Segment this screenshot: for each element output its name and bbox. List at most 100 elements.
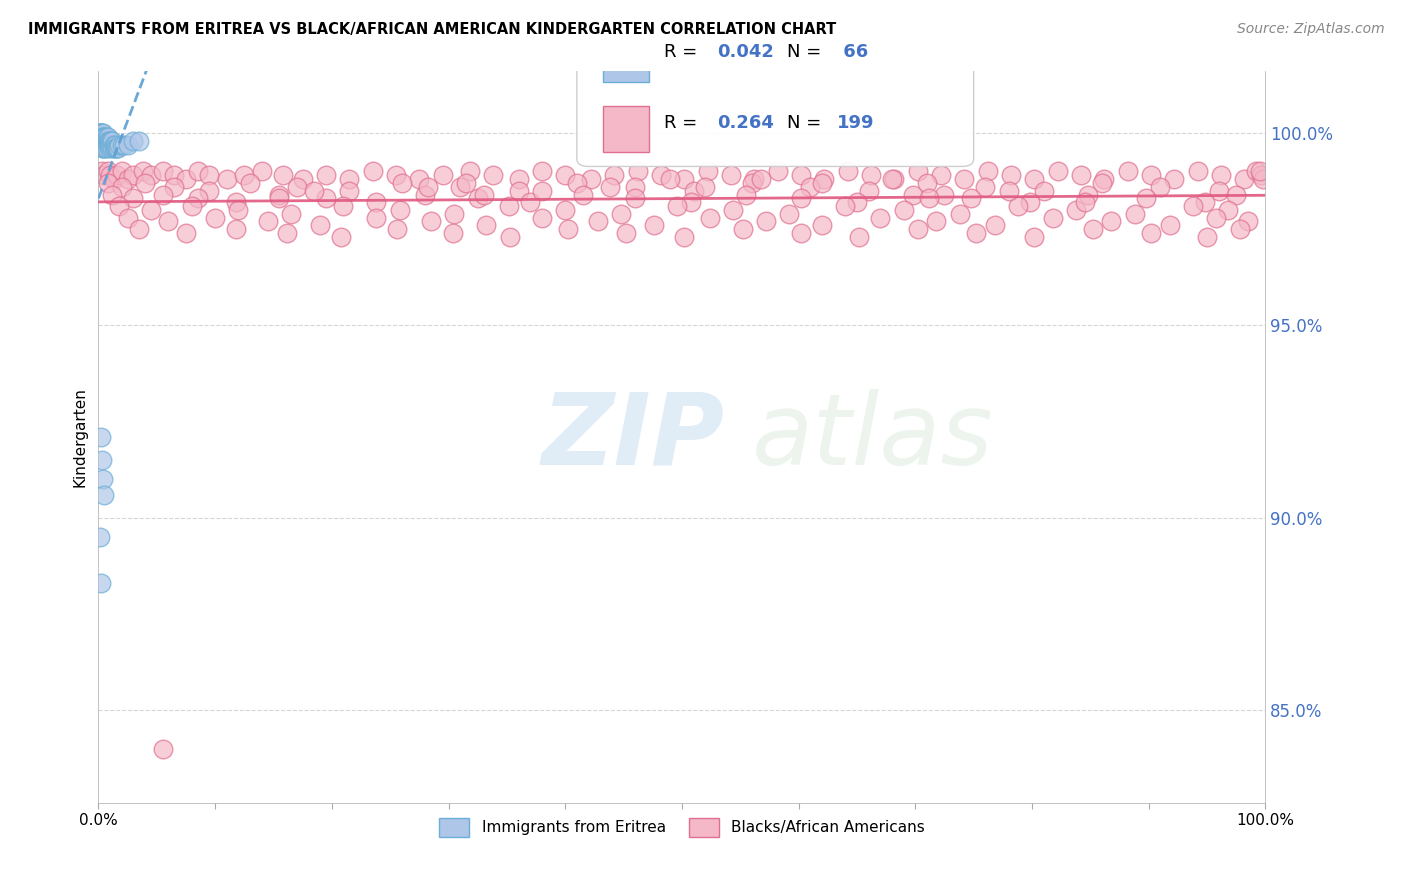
Point [309, 219, 332, 233]
Point [93, 141, 115, 155]
Point [766, 164, 789, 178]
Point [1205, 211, 1227, 225]
Text: 199: 199 [837, 113, 875, 131]
Point [128, 134, 150, 148]
Point [128, 222, 150, 236]
Point [276, 226, 298, 240]
Point [174, 226, 197, 240]
Point [1123, 207, 1146, 221]
Point [799, 179, 821, 194]
Point [1116, 164, 1139, 178]
Y-axis label: Kindergarten: Kindergarten [72, 387, 87, 487]
Point [89, 126, 111, 140]
Point [530, 184, 553, 198]
Text: 0.042: 0.042 [717, 44, 773, 62]
Point [420, 214, 443, 228]
Point [614, 226, 637, 240]
Point [778, 207, 800, 221]
Point [152, 187, 174, 202]
Point [1251, 172, 1274, 186]
Point [1018, 195, 1040, 210]
Point [90, 134, 112, 148]
Point [626, 164, 648, 178]
Point [90, 137, 112, 152]
Point [790, 169, 813, 183]
Point [557, 222, 579, 236]
Point [603, 169, 626, 183]
Point [271, 169, 294, 183]
Point [101, 134, 124, 148]
Point [97, 134, 120, 148]
Point [586, 214, 609, 228]
Point [699, 211, 721, 225]
Point [682, 184, 704, 198]
Point [111, 137, 134, 152]
Point [101, 141, 124, 155]
Point [108, 137, 131, 152]
Point [285, 179, 308, 194]
Point [122, 169, 145, 183]
Point [117, 172, 139, 186]
Point [385, 169, 408, 183]
Point [104, 141, 127, 155]
Point [94, 129, 117, 144]
Point [108, 199, 131, 213]
Point [965, 226, 987, 240]
Point [449, 179, 471, 194]
Point [93, 169, 115, 183]
Point [416, 179, 439, 194]
Point [1209, 169, 1232, 183]
Point [1249, 164, 1271, 178]
Point [1225, 187, 1247, 202]
Point [1070, 169, 1092, 183]
Point [1092, 172, 1115, 186]
Point [122, 134, 145, 148]
Point [96, 141, 118, 155]
Point [696, 164, 718, 178]
Bar [603, 36, 650, 81]
Point [198, 184, 221, 198]
Point [187, 191, 209, 205]
Point [330, 230, 353, 244]
Point [997, 184, 1019, 198]
Point [107, 141, 129, 155]
Point [1024, 230, 1046, 244]
Point [90, 164, 112, 178]
Point [117, 211, 139, 225]
Point [467, 191, 489, 205]
Point [1163, 172, 1185, 186]
Point [723, 202, 745, 217]
Point [848, 230, 870, 244]
Point [280, 207, 302, 221]
Point [475, 219, 498, 233]
Point [643, 219, 665, 233]
Point [93, 134, 115, 148]
Point [915, 176, 938, 190]
Point [91, 137, 114, 152]
Point [91, 141, 114, 155]
Point [152, 742, 174, 756]
Point [112, 137, 135, 152]
Point [1073, 195, 1095, 210]
Point [925, 214, 948, 228]
Point [139, 169, 162, 183]
Point [1194, 195, 1216, 210]
Point [949, 207, 972, 221]
Point [790, 191, 813, 205]
Point [90, 129, 112, 144]
Point [554, 169, 576, 183]
Point [157, 214, 180, 228]
Point [735, 187, 758, 202]
Point [104, 141, 127, 155]
Point [731, 222, 754, 236]
Point [837, 164, 859, 178]
Point [554, 202, 576, 217]
Point [1187, 164, 1209, 178]
Point [650, 169, 672, 183]
Point [508, 172, 530, 186]
Point [1066, 202, 1088, 217]
Point [976, 164, 998, 178]
Point [1099, 214, 1122, 228]
Point [225, 222, 247, 236]
Point [233, 169, 256, 183]
